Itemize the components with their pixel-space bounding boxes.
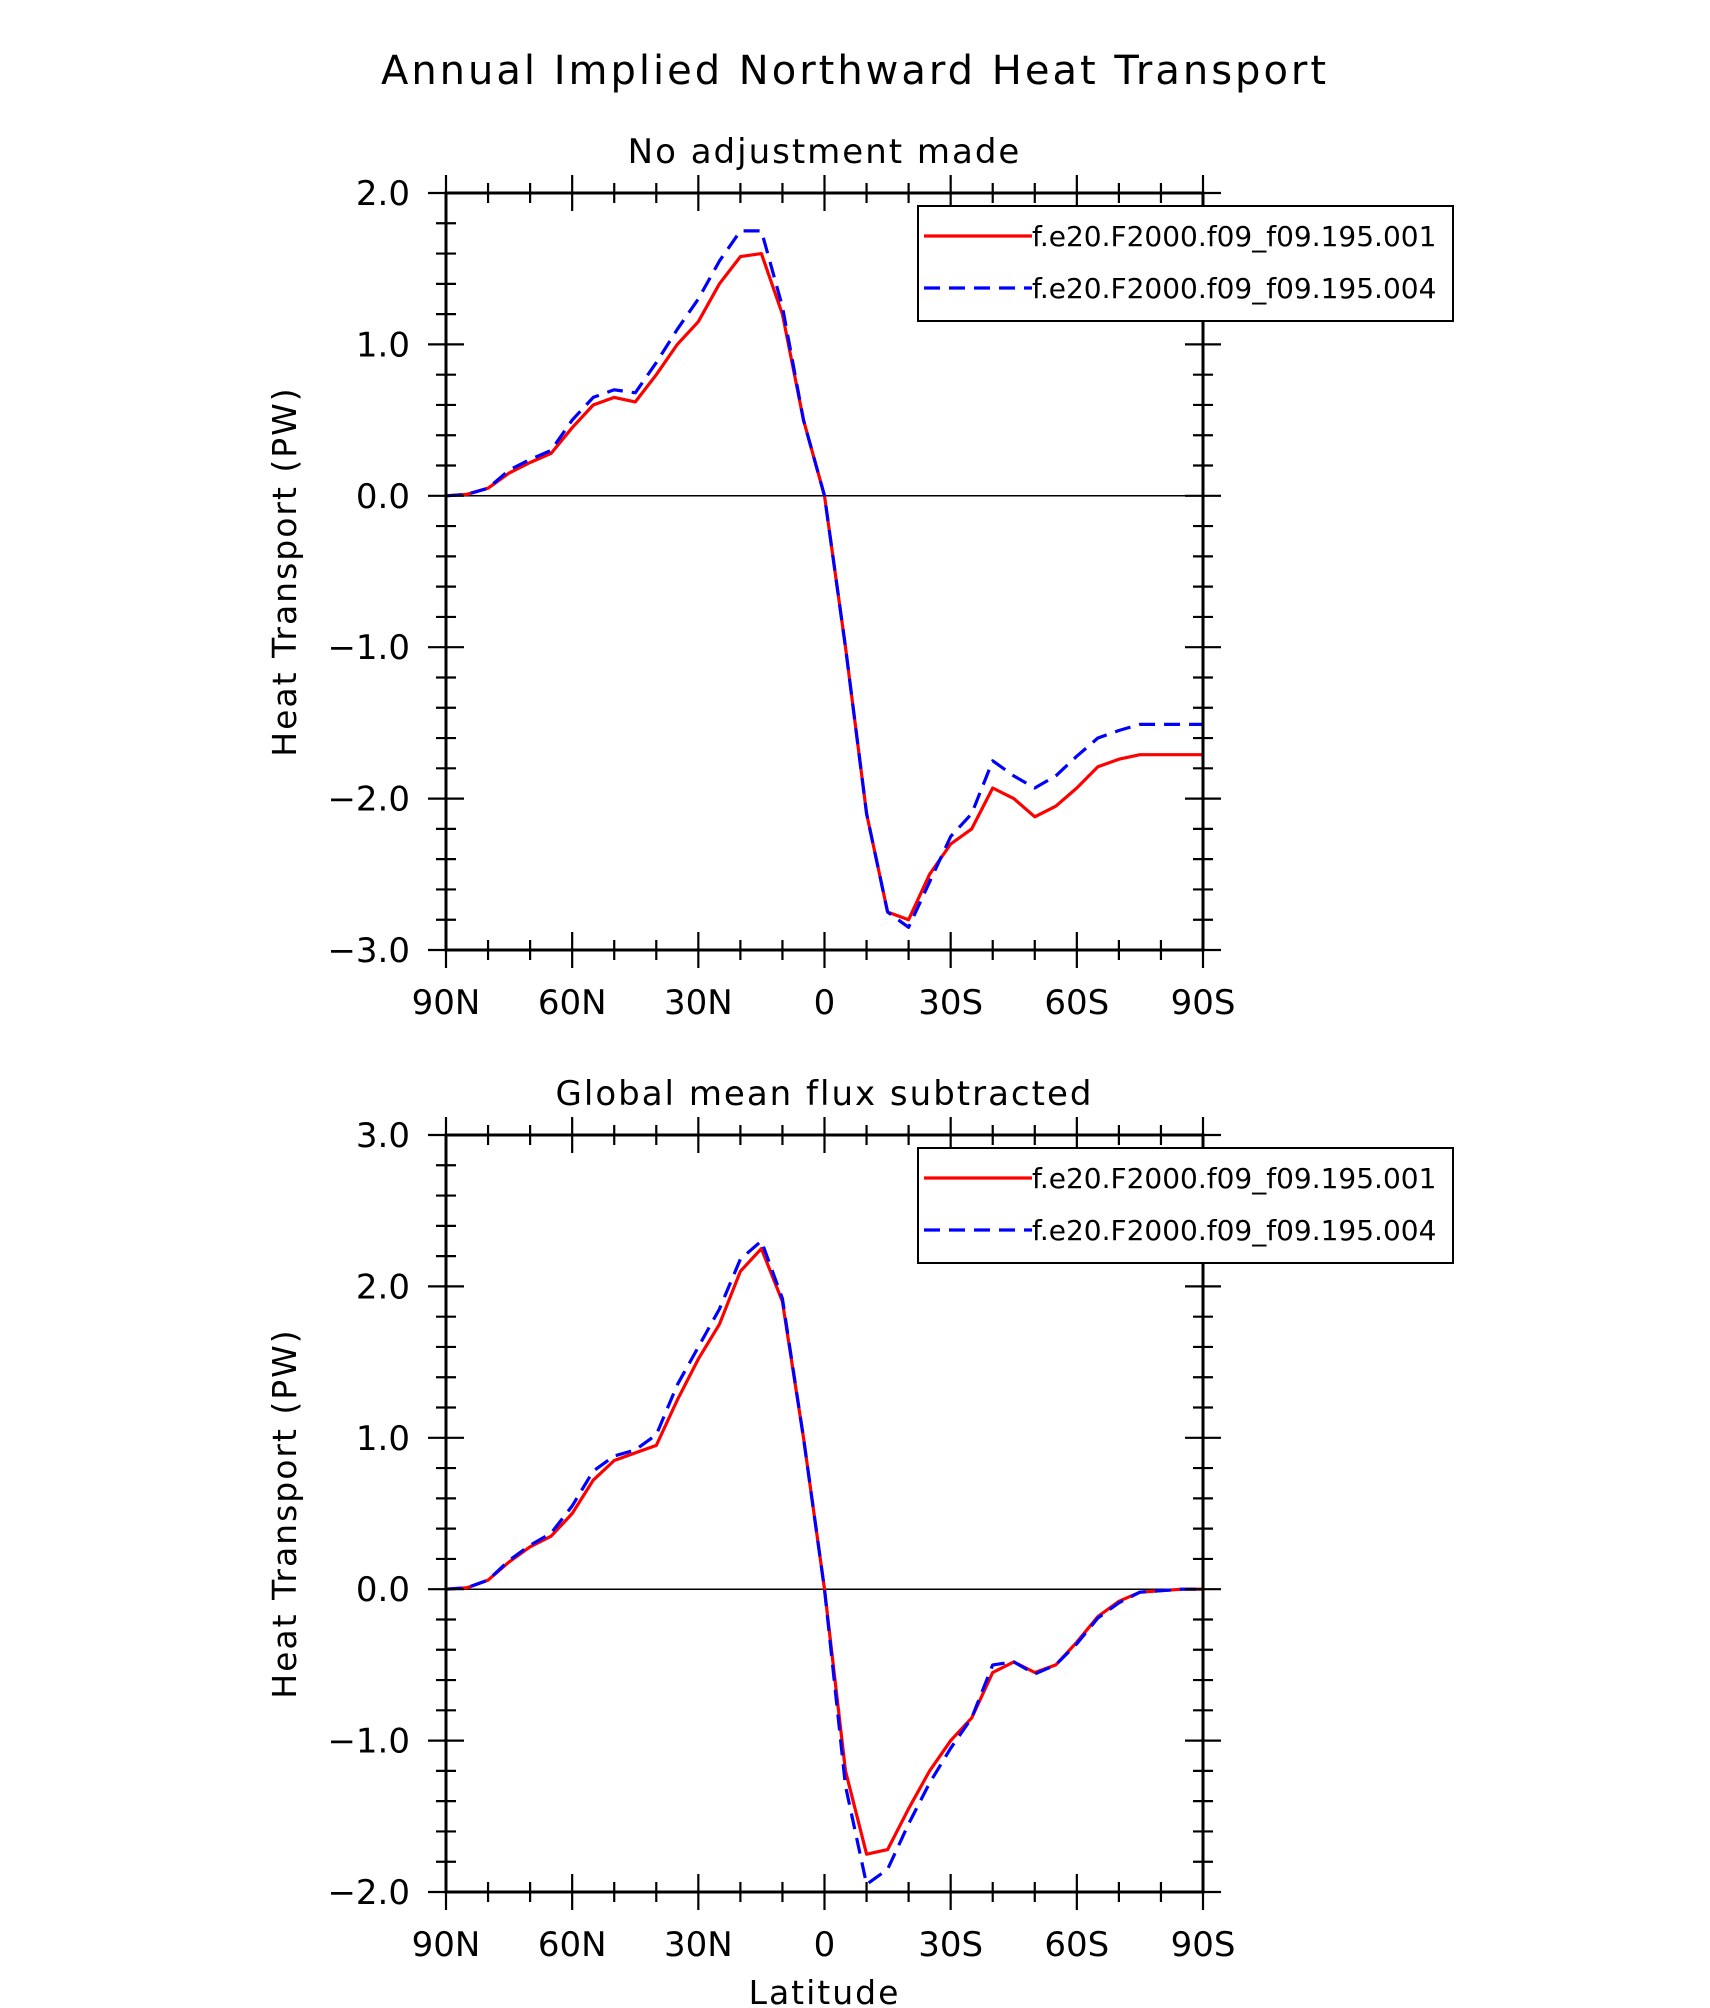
x-tick-label: 90N	[412, 1925, 481, 1965]
x-tick-label: 0	[814, 1925, 836, 1965]
series-line-2	[445, 229, 1203, 929]
y-tick-label: −3.0	[327, 931, 410, 971]
legend-label-2: f.e20.F2000.f09_f09.195.004	[1032, 1214, 1436, 1247]
x-tick-label: 90N	[412, 983, 481, 1023]
y-tick-label: 0.0	[356, 477, 410, 517]
legend-label-1: f.e20.F2000.f09_f09.195.001	[1032, 1162, 1436, 1195]
legend-box	[917, 1147, 1454, 1264]
chart-panel-2: Global mean flux subtracted 3.0 2.0 1.0 0.0 −…	[265, 1074, 1454, 2008]
x-tick-label: 90S	[1171, 983, 1236, 1023]
legend-box	[917, 205, 1454, 322]
series-line-1	[444, 1246, 1205, 1856]
x-tick-label: 0	[814, 983, 836, 1023]
chart-panels: No adjustment made2.01.00.0−1.0−2.0−3.09…	[265, 132, 1454, 2008]
series-line-1	[444, 252, 1205, 922]
panel-subtitle: No adjustment made	[628, 132, 1022, 172]
y-axis-label: Heat Transport (PW)	[265, 1328, 304, 1698]
y-tick-label: 1.0	[356, 1419, 410, 1459]
x-tick-label: 30S	[918, 983, 983, 1023]
legend: f.e20.F2000.f09_f09.195.001 f.e20.F2000.f…	[917, 1147, 1454, 1264]
x-tick-label: 60N	[538, 1925, 607, 1965]
y-tick-label: −1.0	[327, 1722, 410, 1762]
y-tick-label: 3.0	[356, 1116, 410, 1156]
x-tick-label: 60S	[1044, 983, 1109, 1023]
panel-subtitle: Global mean flux subtracted	[556, 1074, 1094, 1114]
x-tick-label: 30N	[664, 1925, 733, 1965]
x-tick-label: 90S	[1171, 1925, 1236, 1965]
figure-title: Annual Implied Northward Heat Transport	[381, 48, 1329, 94]
x-tick-label: 60N	[538, 983, 607, 1023]
x-axis-label: Latitude	[749, 1973, 901, 2008]
y-tick-label: −2.0	[327, 780, 410, 820]
x-tick-label: 30N	[664, 983, 733, 1023]
chart-panel-1: No adjustment made2.01.00.0−1.0−2.0−3.09…	[265, 132, 1454, 1023]
y-tick-label: −2.0	[327, 1873, 410, 1913]
y-tick-label: 1.0	[356, 325, 410, 365]
legend: f.e20.F2000.f09_f09.195.001 f.e20.F2000.f…	[917, 205, 1454, 322]
y-tick-label: 2.0	[356, 174, 410, 214]
y-tick-label: 0.0	[356, 1570, 410, 1610]
y-axis-label: Heat Transport (PW)	[265, 386, 304, 756]
y-tick-label: 2.0	[356, 1267, 410, 1307]
x-tick-label: 60S	[1044, 1925, 1109, 1965]
x-tick-label: 30S	[918, 1925, 983, 1965]
series-line-2	[445, 1239, 1203, 1887]
legend-label-1: f.e20.F2000.f09_f09.195.001	[1032, 220, 1436, 253]
y-tick-label: −1.0	[327, 628, 410, 668]
legend-label-2: f.e20.F2000.f09_f09.195.004	[1032, 272, 1436, 305]
